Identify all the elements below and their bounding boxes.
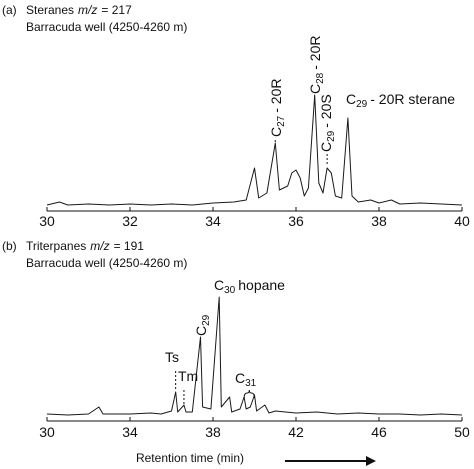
peak-label: C28 - 20R xyxy=(307,36,326,94)
label-sub: 31 xyxy=(245,378,257,389)
x-tick-label: 34 xyxy=(122,424,138,440)
x-tick-label: 46 xyxy=(371,424,387,440)
label-sub: 28 xyxy=(315,72,326,84)
subtitle: Barracuda well (4250-4260 m) xyxy=(26,256,187,270)
title-rest: = 191 xyxy=(114,239,145,253)
arrow-head xyxy=(366,456,376,466)
title: Steranes xyxy=(26,3,74,17)
label-suffix: - 20R xyxy=(307,36,323,70)
x-tick-label: 32 xyxy=(122,213,138,229)
title: Triterpanes xyxy=(26,239,86,253)
label-suffix: - 20R sterane xyxy=(370,91,455,107)
peak-label: Ts xyxy=(165,349,179,365)
peak-label: C31 xyxy=(235,370,257,389)
title-italic: m/z xyxy=(78,3,97,17)
x-tick-label: 30 xyxy=(39,424,55,440)
chromatogram xyxy=(46,296,463,416)
subtitle: Barracuda well (4250-4260 m) xyxy=(26,20,187,34)
x-tick-label: 40 xyxy=(454,213,470,229)
label-suffix: - 20S xyxy=(318,94,334,127)
title-rest: = 217 xyxy=(101,3,132,17)
label-sub: 29 xyxy=(326,130,337,142)
chromatogram xyxy=(46,94,463,206)
label-text: Ts xyxy=(165,349,179,365)
x-tick-label: 50 xyxy=(454,424,470,440)
label-suffix: - 20R xyxy=(268,79,284,113)
label-text: Tm xyxy=(178,368,198,384)
x-tick-label: 36 xyxy=(288,213,304,229)
brace xyxy=(243,389,255,399)
label-text: C xyxy=(214,277,224,293)
label-text: C xyxy=(235,370,245,386)
x-tick-label: 38 xyxy=(371,213,387,229)
label-sub: 27 xyxy=(276,115,287,127)
peak-label: C27 - 20R xyxy=(268,79,287,137)
peak-label: C29- 20R sterane xyxy=(346,91,455,110)
label-text: C xyxy=(193,326,209,336)
label-text: C xyxy=(307,84,323,94)
label-text: C xyxy=(268,127,284,137)
x-tick-label: 42 xyxy=(288,424,304,440)
x-tick-label: 38 xyxy=(205,424,221,440)
label-suffix: hopane xyxy=(238,277,285,293)
panel-label: (b) xyxy=(2,239,17,253)
label-text: C xyxy=(346,91,356,107)
peak-label: C30 hopane xyxy=(214,277,285,296)
panel-title: Steranes m/z = 217 xyxy=(26,3,132,17)
label-sub: 29 xyxy=(201,314,212,326)
panel-title: Triterpanes m/z = 191 xyxy=(26,239,144,253)
title-italic: m/z xyxy=(90,239,109,253)
peak-label: Tm xyxy=(178,368,198,384)
label-text: C xyxy=(318,142,334,152)
peak-label: C29 xyxy=(193,314,212,336)
label-sub: 30 xyxy=(224,285,236,296)
x-tick-label: 34 xyxy=(205,213,221,229)
label-sub: 29 xyxy=(356,99,368,110)
peak-label: C29 - 20S xyxy=(318,94,337,152)
x-axis-label: Retention time (min) xyxy=(136,451,244,465)
x-tick-label: 30 xyxy=(39,213,55,229)
panel-label: (a) xyxy=(2,3,17,17)
